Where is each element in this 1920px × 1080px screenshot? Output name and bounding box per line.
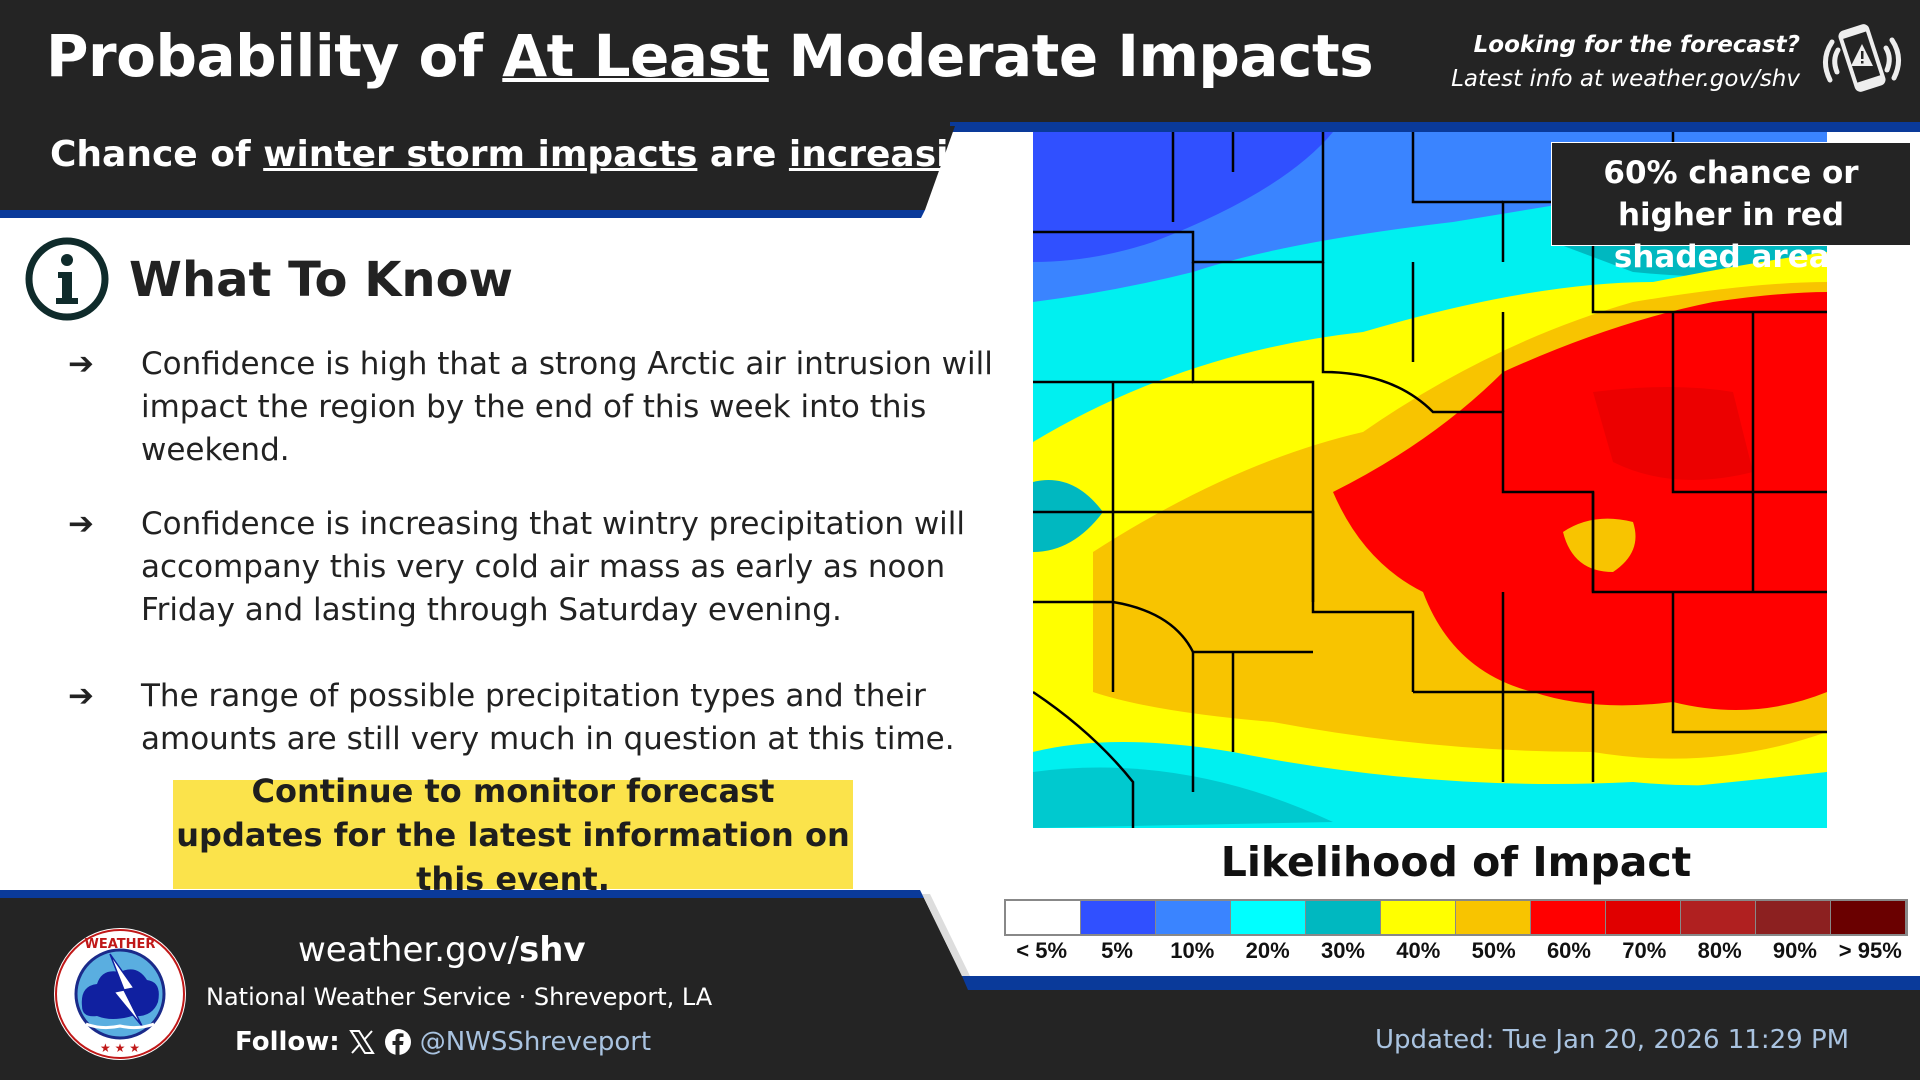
social-handle[interactable]: @NWSShreveport (419, 1027, 652, 1057)
legend-labels: < 5% 5% 10% 20% 30% 40% 50% 60% 70% 80% 90% > 95% (1004, 938, 1908, 964)
header-bar (0, 0, 1920, 128)
arrow-icon: ➔ (68, 506, 94, 542)
facebook-icon[interactable] (384, 1028, 412, 1056)
legend-swatch (1756, 901, 1831, 934)
legend-swatch (1456, 901, 1531, 934)
legend-label: 70% (1622, 938, 1667, 963)
phone-alert-icon (1823, 24, 1901, 92)
legend-swatch (1081, 901, 1156, 934)
color-legend (1004, 899, 1908, 936)
legend-label: 80% (1697, 938, 1742, 963)
page-title: Probability of At Least Moderate Impacts (46, 22, 1374, 90)
legend-label: 90% (1772, 938, 1817, 963)
forecast-link-text[interactable]: Latest info at weather.gov/shv (1451, 66, 1800, 92)
legend-swatch (1006, 901, 1081, 934)
legend-title: Likelihood of Impact (1220, 838, 1692, 886)
info-icon (25, 237, 109, 321)
impact-probability-map (1033, 132, 1827, 828)
legend-swatch (1306, 901, 1381, 934)
legend-swatch (1381, 901, 1456, 934)
legend-swatch (1831, 901, 1906, 934)
legend-label: < 5% (1016, 938, 1068, 963)
legend-swatch (1231, 901, 1306, 934)
office-name: National Weather Service · Shreveport, L… (206, 983, 713, 1011)
arrow-icon: ➔ (68, 678, 94, 714)
website-link[interactable]: weather.gov/shv (298, 930, 586, 970)
legend-label: 20% (1245, 938, 1290, 963)
legend-swatch (1606, 901, 1681, 934)
legend-label: > 95% (1838, 938, 1902, 963)
accent-stripe (950, 122, 1920, 132)
subtitle-band (0, 126, 955, 218)
x-icon[interactable] (348, 1028, 376, 1056)
svg-text:WEATHER: WEATHER (85, 937, 156, 952)
svg-text:★ ★ ★: ★ ★ ★ (100, 1041, 140, 1055)
legend-swatch (1156, 901, 1231, 934)
subtitle: Chance of winter storm impacts are incre… (50, 134, 1017, 175)
section-heading: What To Know (129, 252, 513, 308)
legend-swatch (1531, 901, 1606, 934)
updated-timestamp: Updated: Tue Jan 20, 2026 11:29 PM (1375, 1025, 1850, 1055)
map-callout: 60% chance or higher in red shaded areas (1551, 142, 1911, 275)
nws-logo: WEATHER ★ ★ ★ (54, 928, 186, 1060)
footer-band (0, 890, 1920, 1080)
legend-label: 5% (1101, 938, 1133, 963)
legend-label: 60% (1546, 938, 1591, 963)
legend-label: 30% (1320, 938, 1365, 963)
legend-label: 50% (1471, 938, 1516, 963)
forecast-prompt: Looking for the forecast? (1473, 32, 1800, 58)
legend-swatch (1681, 901, 1756, 934)
social-follow: Follow: @NWSShreveport (235, 1027, 652, 1057)
monitor-callout: Continue to monitor forecast updates for… (173, 772, 853, 898)
arrow-icon: ➔ (68, 346, 94, 382)
legend-label: 10% (1170, 938, 1215, 963)
legend-label: 40% (1396, 938, 1441, 963)
